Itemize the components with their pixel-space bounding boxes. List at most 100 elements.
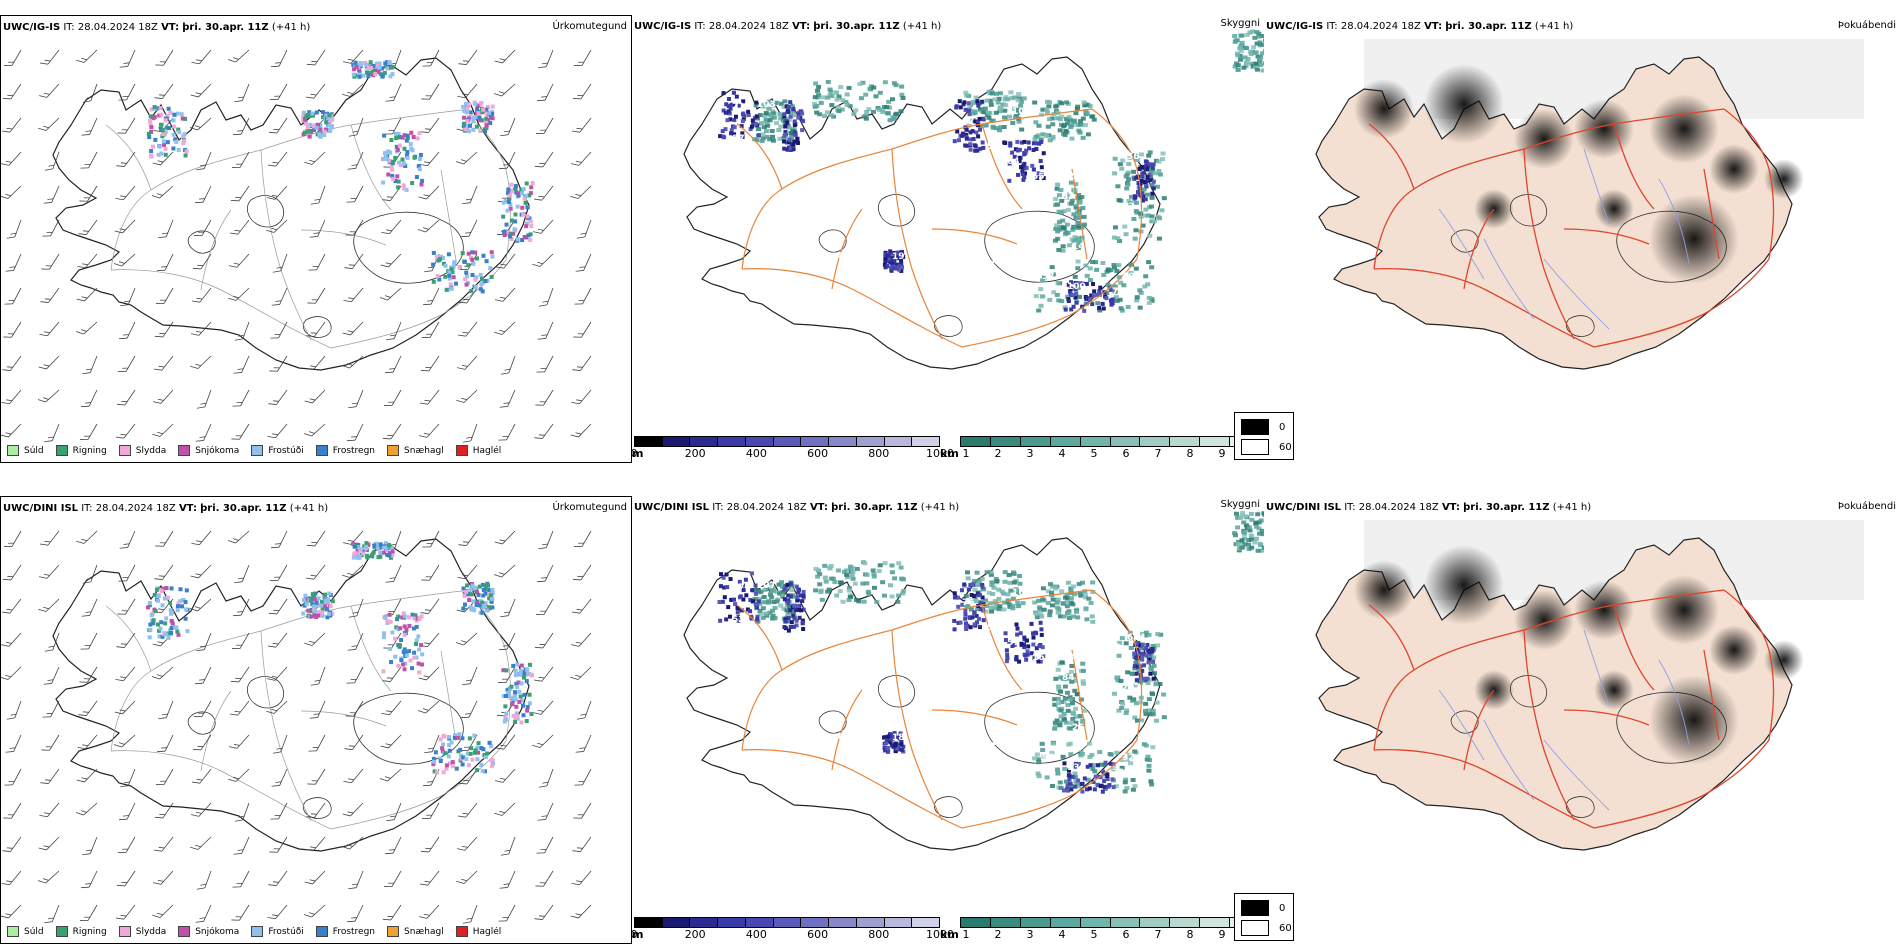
visibility-cell	[1149, 183, 1155, 188]
visibility-cell	[1258, 548, 1264, 553]
wind-barb-icon	[532, 734, 554, 748]
ceiling-label: 52	[732, 615, 745, 625]
precip-cell	[473, 748, 478, 753]
ceiling-cell	[748, 127, 753, 132]
precip-cell	[435, 770, 440, 775]
ceiling-cell	[746, 109, 751, 114]
ceiling-cell	[1142, 676, 1147, 681]
ceiling-cell	[1031, 635, 1036, 640]
visibility-cell	[1013, 115, 1019, 120]
visibility-cell	[777, 112, 783, 117]
wind-barb-icon	[42, 219, 60, 237]
wind-barb-icon	[151, 666, 174, 680]
wind-barb-icon	[570, 151, 592, 166]
visibility-cell	[1064, 121, 1070, 126]
visibility-cell	[1036, 598, 1042, 603]
colorbar-tick: 400	[745, 447, 767, 460]
precip-cell	[407, 623, 412, 628]
wind-barb-icon	[5, 734, 22, 753]
visibility-cell	[1114, 268, 1120, 273]
visibility-cell	[815, 95, 821, 100]
ceiling-cell	[796, 112, 801, 117]
wind-barb-icon	[346, 185, 364, 203]
wind-barb-icon	[115, 904, 136, 920]
precip-cell	[469, 607, 474, 612]
precip-cell	[444, 763, 449, 768]
ceiling-cell	[957, 138, 962, 143]
wind-barb-icon	[571, 117, 592, 133]
visibility-cell	[1073, 182, 1079, 187]
ceiling-cell	[733, 602, 738, 607]
visibility-cell	[1059, 299, 1065, 304]
wind-barb-icon	[234, 564, 250, 584]
precip-cell	[152, 592, 157, 597]
visibility-cell	[858, 96, 864, 101]
visibility-cell	[1144, 192, 1150, 197]
precip-cell	[490, 254, 495, 259]
visibility-cell	[1058, 708, 1064, 713]
visibility-cell	[1105, 282, 1111, 287]
wind-barb-icon	[271, 49, 288, 68]
precip-cell	[385, 157, 390, 162]
precip-cell	[372, 68, 377, 73]
visibility-cell	[1064, 195, 1070, 200]
visibility-cell	[1065, 580, 1071, 585]
ceiling-cell	[1062, 788, 1067, 793]
ceiling-cell	[782, 597, 787, 602]
precip-cell	[163, 118, 168, 123]
precip-cell	[317, 127, 322, 132]
visibility-cell	[880, 580, 886, 585]
precip-cell	[470, 250, 475, 255]
wind-barb-icon	[419, 389, 440, 405]
visibility-cell	[1071, 224, 1077, 229]
precip-cell	[481, 593, 486, 598]
wind-barb-icon	[266, 185, 288, 200]
precip-cell	[466, 763, 471, 768]
ceiling-cell	[1147, 162, 1152, 167]
ceiling-cell	[898, 731, 903, 736]
colorbar-cell	[662, 918, 691, 927]
visibility-cell	[1062, 677, 1068, 682]
visibility-cell	[1149, 265, 1155, 270]
visibility-cell	[1134, 718, 1140, 723]
visibility-cell	[1052, 697, 1058, 702]
visibility-cell	[1063, 595, 1069, 600]
wind-barb-icon	[500, 836, 516, 856]
precip-cell	[390, 72, 395, 77]
precip-cell	[461, 606, 466, 611]
visibility-cell	[1132, 749, 1138, 754]
wind-barb-icon	[153, 355, 174, 371]
ceiling-cell	[801, 593, 806, 598]
visibility-cell	[1115, 184, 1121, 189]
precip-cell	[383, 151, 388, 156]
wind-barb-icon	[424, 734, 440, 754]
precip-cell	[149, 125, 154, 130]
wind-barb-icon	[195, 904, 212, 923]
ceiling-cell	[788, 114, 793, 119]
visibility-cell	[1246, 525, 1252, 530]
ceiling-cell	[1145, 676, 1150, 681]
visibility-cell	[1119, 705, 1125, 710]
precip-cell	[431, 756, 436, 761]
legend-swatch	[55, 926, 68, 937]
ceiling-cell	[1020, 169, 1025, 174]
wind-barb-icon	[419, 151, 440, 167]
visibility-cell	[1154, 184, 1160, 189]
legend-item: Frostúði	[251, 445, 304, 456]
precip-cell	[166, 635, 171, 640]
precip-cell	[171, 146, 176, 151]
precip-cell	[375, 545, 380, 550]
wind-barb-icon	[155, 530, 174, 547]
precip-cell	[387, 60, 392, 65]
visibility-cell	[1159, 208, 1165, 213]
visibility-cell	[754, 116, 760, 121]
wind-barb-icon	[3, 321, 22, 338]
visibility-cell	[1133, 266, 1139, 271]
ceiling-label: 45	[992, 257, 1005, 267]
ceiling-cell	[739, 124, 744, 129]
precip-cell	[172, 124, 177, 129]
wind-barb-icon	[456, 355, 478, 370]
visibility-cell	[1116, 708, 1122, 713]
visibility-cell	[1097, 308, 1103, 313]
visibility-cell	[1035, 771, 1041, 776]
